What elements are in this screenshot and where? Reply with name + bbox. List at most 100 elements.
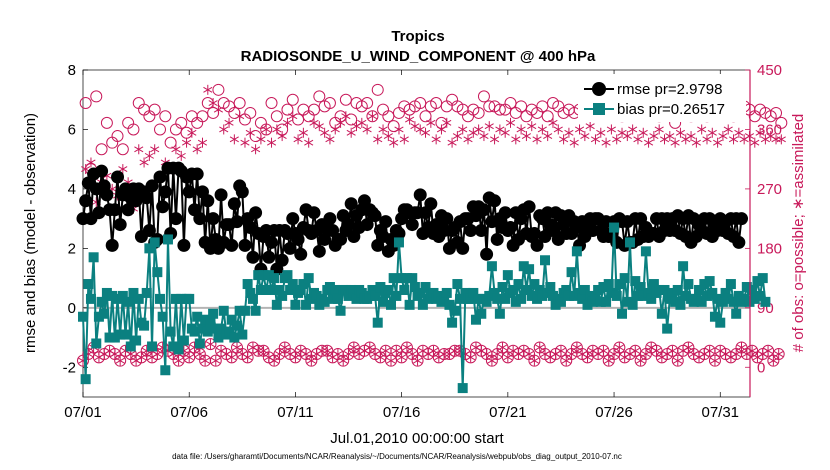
bias-marker <box>593 284 604 295</box>
bias-marker <box>678 261 689 272</box>
obs-assimilated-marker <box>548 117 558 128</box>
obs-assimilated-marker <box>482 349 492 360</box>
obs-assimilated-marker <box>349 342 359 353</box>
bias-marker <box>741 282 752 293</box>
obs-assimilated-marker <box>609 349 619 360</box>
bias-marker <box>510 296 521 307</box>
bias-marker <box>109 332 120 343</box>
legend-bias-marker <box>593 103 605 115</box>
bias-marker <box>404 299 415 310</box>
rmse-marker <box>342 218 356 232</box>
obs-assimilated-marker <box>266 137 277 148</box>
obs-assimilated-marker <box>641 349 651 360</box>
obs-assimilated-marker <box>402 342 412 353</box>
bias-marker <box>178 335 189 346</box>
rmse-marker <box>142 224 156 238</box>
bias-marker <box>165 326 176 337</box>
obs-assimilated-marker <box>487 355 497 366</box>
obs-count-markers <box>77 83 788 367</box>
bias-marker <box>648 279 659 290</box>
obs-assimilated-marker <box>391 345 401 356</box>
obs-possible-marker <box>371 83 384 96</box>
obs-assimilated-stroke <box>330 126 340 133</box>
obs-possible-marker <box>286 93 299 106</box>
obs-assimilated-stroke <box>524 351 534 357</box>
bias-marker <box>245 287 256 298</box>
bias-marker <box>614 279 625 290</box>
obs-assimilated-stroke <box>577 351 587 357</box>
bias-marker <box>433 290 444 301</box>
y2-tick-label: 270 <box>757 181 782 198</box>
rmse-marker <box>201 194 215 208</box>
obs-assimilated-stroke <box>290 354 301 361</box>
bias-marker <box>603 279 614 290</box>
bias-marker <box>662 323 673 334</box>
obs-assimilated-stroke <box>221 351 231 357</box>
y-tick-label: 8 <box>68 62 76 79</box>
obs-possible-marker <box>95 143 108 156</box>
obs-assimilated-marker <box>357 117 367 128</box>
obs-assimilated-stroke <box>174 357 184 364</box>
bias-marker <box>173 344 184 355</box>
obs-assimilated-stroke <box>689 351 699 357</box>
bias-marker <box>277 290 288 301</box>
bias-marker <box>667 287 678 298</box>
bias-marker <box>104 332 115 343</box>
obs-assimilated-stroke <box>176 152 186 159</box>
obs-assimilated-stroke <box>503 354 513 361</box>
x-axis-label: Jul.01,2010 00:00:00 start <box>330 430 504 447</box>
obs-assimilated-stroke <box>420 129 431 136</box>
obs-assimilated-marker <box>750 137 760 148</box>
obs-assimilated-stroke <box>487 357 497 364</box>
obs-assimilated-stroke <box>325 136 335 143</box>
obs-assimilated-marker <box>633 134 643 145</box>
obs-assimilated-stroke <box>426 119 436 126</box>
obs-assimilated-stroke <box>402 344 412 351</box>
rmse-marker <box>182 185 196 199</box>
bias-marker <box>577 293 588 304</box>
bias-marker <box>170 293 181 304</box>
obs-possible-marker <box>270 110 283 123</box>
bias-marker <box>261 284 272 295</box>
bias-marker <box>447 317 458 328</box>
rmse-marker <box>214 188 228 202</box>
rmse-marker <box>307 206 321 220</box>
bias-marker <box>473 293 484 304</box>
bias-marker <box>547 290 558 301</box>
obs-assimilated-marker <box>505 117 516 128</box>
bias-marker <box>184 293 195 304</box>
obs-assimilated-stroke <box>686 133 696 139</box>
obs-assimilated-stroke <box>497 344 508 351</box>
bias-marker <box>269 273 280 284</box>
obs-assimilated-marker <box>330 124 340 135</box>
obs-assimilated-marker <box>320 127 330 138</box>
obs-assimilated-stroke <box>405 116 415 123</box>
bias-marker <box>157 311 168 322</box>
bias-marker <box>494 308 505 319</box>
rmse-marker <box>265 235 279 249</box>
obs-assimilated-stroke <box>649 133 659 139</box>
obs-assimilated-stroke <box>341 113 351 120</box>
bias-marker <box>192 311 203 322</box>
bias-marker <box>189 326 200 337</box>
rmse-marker <box>360 218 374 232</box>
obs-assimilated-stroke <box>285 351 295 357</box>
obs-assimilated-stroke <box>335 119 346 126</box>
bias-marker <box>311 290 322 301</box>
bias-marker <box>314 299 325 310</box>
bias-marker <box>704 276 715 287</box>
obs-assimilated-marker <box>245 127 255 138</box>
bias-marker <box>383 284 394 295</box>
rmse-marker <box>286 212 300 226</box>
bias-marker <box>601 296 612 307</box>
obs-assimilated-stroke <box>750 139 760 146</box>
rmse-marker <box>405 218 419 232</box>
obs-assimilated-stroke <box>489 136 500 143</box>
obs-assimilated-marker <box>341 111 351 122</box>
obs-assimilated-stroke <box>646 344 656 351</box>
obs-assimilated-marker <box>381 345 391 356</box>
obs-assimilated-marker <box>86 157 96 168</box>
bias-marker <box>253 270 264 281</box>
obs-assimilated-marker <box>314 121 324 132</box>
obs-assimilated-marker <box>511 134 521 145</box>
